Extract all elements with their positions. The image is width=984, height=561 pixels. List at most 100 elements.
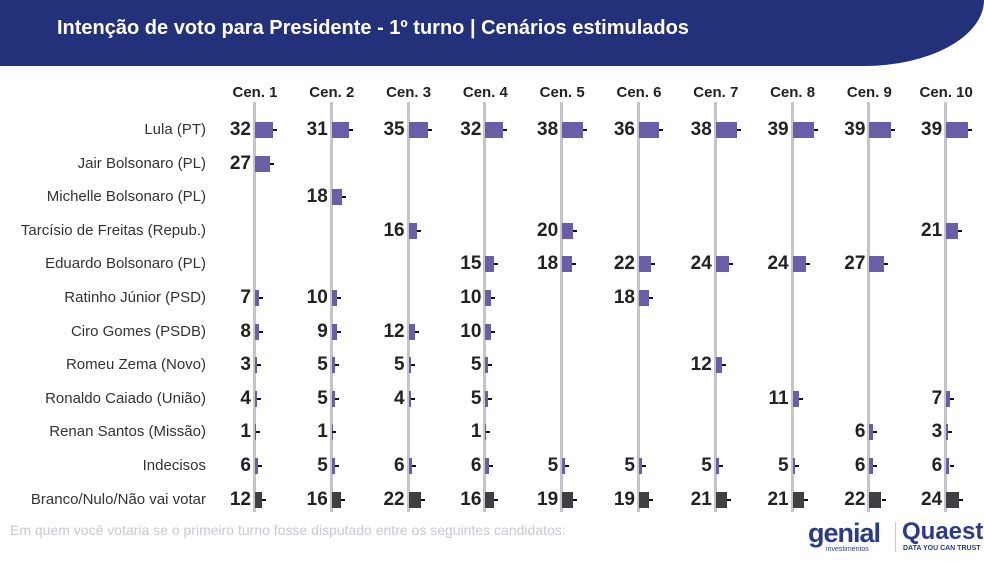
row-label: Tarcísio de Freitas (Repub.) [20,221,206,239]
data-label: 5 [317,455,328,476]
error-tick [503,129,507,131]
row-label: Eduardo Bolsonaro (PL) [45,255,206,273]
error-tick [795,465,800,467]
data-label: 19 [613,488,635,510]
data-label: 16 [383,219,405,241]
column-header: Cen. 1 [232,84,278,101]
bar [255,424,256,441]
data-label: 31 [306,119,328,140]
data-label: 3 [240,354,251,376]
data-label: 21 [767,488,789,510]
error-tick [583,129,588,131]
bar [485,290,491,306]
bar [331,491,341,508]
quaest-logo-sub: DATA YOU CAN TRUST [903,545,981,552]
genial-logo-sub: investimentos [826,546,869,553]
bar [562,256,573,273]
data-label: 21 [921,219,943,241]
data-label: 5 [547,455,559,476]
gridline [713,102,717,512]
data-label: 22 [383,488,405,510]
bar [946,458,950,474]
error-tick [337,297,342,299]
bar [792,122,815,138]
data-label: 39 [921,119,943,140]
error-tick [727,498,732,501]
bar [331,357,335,374]
bar [408,323,416,340]
row-label: Ratinho Júnior (PSD) [64,289,206,306]
error-tick [340,498,345,501]
bar [255,357,257,374]
data-label: 10 [460,287,482,308]
error-tick [872,465,877,467]
data-label: 27 [229,152,251,174]
data-label: 4 [240,387,251,409]
error-tick [341,196,346,199]
bar [639,256,652,273]
column-header: Cen. 2 [309,84,355,101]
data-label: 22 [844,488,866,510]
data-label: 6 [854,421,866,443]
data-label: 5 [470,387,482,409]
row-label: Jair Bolsonaro (PL) [77,154,206,172]
footnote: Em quem você votaria se o primeiro turno… [10,522,566,538]
bar [946,491,960,508]
bar [946,424,948,441]
error-tick [890,129,895,131]
error-tick [572,263,577,266]
bar [331,458,335,474]
bar [255,491,262,508]
error-tick [651,263,656,266]
gridline [253,102,256,512]
error-tick [950,397,955,400]
error-tick [805,263,810,266]
data-label: 18 [306,186,328,208]
data-label: 5 [701,455,712,476]
error-tick [334,465,339,467]
row-label: Lula (PT) [144,121,206,138]
error-tick [259,330,264,333]
bar [639,458,642,474]
bar [562,122,584,138]
bar [869,424,873,441]
error-tick [485,431,490,434]
data-label: 5 [394,354,405,376]
data-label: 4 [394,387,405,409]
gridline [944,102,948,512]
column-header: Cen. 3 [386,84,432,101]
error-tick [490,297,495,299]
error-tick [261,498,266,501]
error-tick [258,297,263,299]
error-tick [573,229,578,232]
error-tick [488,465,493,467]
error-tick [957,229,962,232]
bar [255,290,259,306]
data-label: 39 [844,119,866,140]
bar [946,390,951,407]
bar [408,122,428,138]
bar [715,256,729,273]
bar [715,122,737,138]
bar [562,491,573,508]
error-tick [493,263,498,266]
error-tick [334,364,339,367]
error-tick [488,397,493,400]
error-tick [410,397,415,400]
data-label: 7 [931,387,943,409]
chart-title: Intenção de voto para Presidente - 1º tu… [57,17,689,39]
data-label: 38 [690,119,712,140]
data-label: 22 [613,253,635,275]
data-label: 5 [624,455,635,476]
column-header: Cen. 9 [846,84,892,101]
gridline [560,102,564,512]
bar [408,222,418,239]
data-label: 39 [767,119,789,140]
error-tick [411,465,416,467]
data-label: 20 [537,219,559,241]
error-tick [949,465,954,467]
bar [869,256,885,273]
data-label: 16 [306,488,328,510]
data-label: 15 [460,253,482,275]
data-label: 10 [306,287,328,308]
